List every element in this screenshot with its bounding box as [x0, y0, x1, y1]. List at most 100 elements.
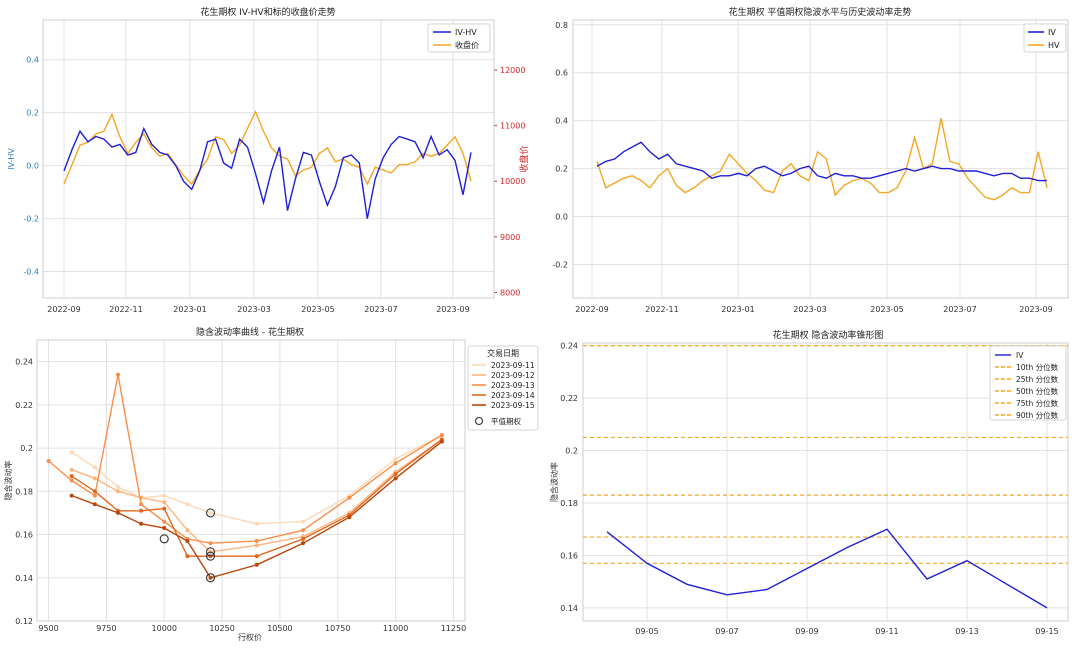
y-tick-label: 0.8 [555, 21, 568, 30]
legend-label: 75th 分位数 [1016, 398, 1059, 408]
x-tick-label: 9500 [38, 624, 58, 633]
x-tick-label: 10500 [267, 624, 292, 633]
smile-point [69, 493, 74, 498]
smile-point [139, 521, 144, 526]
chart-title: 花生期权 平值期权隐波水平与历史波动率走势 [729, 6, 912, 18]
smile-point [208, 510, 213, 515]
y2-tick-label: 9000 [500, 233, 520, 242]
smile-point [439, 439, 444, 444]
legend-box [1023, 23, 1067, 53]
smile-point [162, 519, 167, 524]
y-tick-label: 0.2 [565, 447, 578, 456]
smile-line-2023-09-13 [48, 374, 443, 544]
smile-point [69, 450, 74, 455]
x-tick-label: 09-13 [955, 627, 978, 636]
legend-label: 2023-09-12 [491, 371, 535, 380]
legend-label-hv: HV [1048, 41, 1060, 50]
smile-point [393, 472, 398, 477]
x-tick-label: 11000 [383, 624, 408, 633]
plot-frame [36, 339, 466, 622]
y2-tick-label: 12000 [500, 66, 525, 75]
smile-point [115, 484, 120, 489]
series-line-hv [596, 118, 1048, 201]
x-axis-label: 行权价 [238, 632, 262, 642]
y2-tick-label: 11000 [500, 122, 525, 131]
legend-label: 2023-09-11 [491, 361, 535, 370]
smile-point [115, 510, 120, 515]
plot-frame [572, 19, 1069, 299]
legend-label: IV [1016, 351, 1024, 360]
y-axis-label: 隐含波动率 [3, 461, 13, 501]
smile-point [393, 461, 398, 466]
x-tick-label: 2023-05 [870, 305, 903, 314]
legend-label: 90th 分位数 [1016, 410, 1059, 420]
chart-title: 隐含波动率曲线 - 花生期权 [196, 326, 304, 338]
y-tick-label: 0.4 [26, 56, 39, 65]
x-tick-label: 09-09 [795, 627, 818, 636]
y-axis-label: 隐含波动率 [549, 462, 559, 502]
x-tick-label: 2022-09 [47, 305, 80, 314]
atm-marker [205, 573, 216, 583]
y-tick-label: 0.6 [555, 69, 568, 78]
smile-line-2023-09-14 [71, 438, 443, 557]
x-tick-label: 2022-11 [645, 305, 678, 314]
x-tick-label: 09-15 [1035, 627, 1058, 636]
legend-label-iv-hv: IV-HV [455, 28, 477, 37]
y-tick-label: 0.24 [560, 342, 578, 351]
smile-line-2023-09-15 [71, 441, 443, 579]
x-tick-label: 09-07 [715, 627, 738, 636]
series-line-iv [596, 141, 1047, 182]
legend-label-atm: 平值期权 [491, 416, 521, 426]
legend-label-iv: IV [1048, 28, 1056, 37]
smile-line-2023-09-11 [71, 434, 443, 525]
smile-point [393, 476, 398, 481]
smile-point [162, 526, 167, 531]
x-tick-label: 2023-01 [721, 305, 754, 314]
smile-point [162, 500, 167, 505]
y-tick-label: -0.4 [23, 268, 39, 277]
atm-marker [159, 534, 169, 544]
smile-point [115, 372, 120, 377]
legend-label-close: 收盘价 [455, 40, 479, 50]
y-tick-label: 0.16 [15, 531, 33, 540]
y-tick-label: 0.18 [560, 499, 578, 508]
series-line-iv-hv [63, 126, 472, 219]
smile-point [208, 575, 213, 580]
smile-point [185, 554, 190, 559]
chart-title: 花生期权 隐含波动率锥形图 [773, 329, 884, 341]
smile-point [347, 495, 352, 500]
legend-box [467, 345, 539, 431]
plot-frame [582, 342, 1069, 622]
x-tick-label: 11250 [441, 624, 466, 633]
y-tick-label: 0.16 [560, 551, 578, 560]
smile-point [139, 508, 144, 513]
y2-tick-label: 10000 [500, 177, 525, 186]
y-tick-label: 0.0 [555, 213, 568, 222]
legend-label: 10th 分位数 [1016, 362, 1059, 372]
legend-label: 2023-09-14 [491, 391, 535, 400]
smile-point [185, 539, 190, 544]
smile-point [301, 519, 306, 524]
x-tick-label: 10750 [325, 624, 350, 633]
smile-point [301, 541, 306, 546]
y-tick-label: 0.0 [26, 162, 39, 171]
x-tick-label: 2023-07 [943, 305, 976, 314]
smile-point [92, 493, 97, 498]
y-axis-label: IV-HV [7, 148, 16, 170]
legend-label: 50th 分位数 [1016, 386, 1059, 396]
smile-point [254, 543, 259, 548]
smile-point [115, 489, 120, 494]
y-tick-label: 0.24 [15, 358, 33, 367]
smile-point [92, 476, 97, 481]
smile-point [92, 502, 97, 507]
smile-point [162, 493, 167, 498]
legend-title: 交易日期 [487, 348, 519, 358]
chart-iv-hv-trend: 2022-09 2022-11 2023-01 2023-03 2023-05 2023-… [552, 6, 1069, 314]
y-tick-label: 0.18 [15, 487, 33, 496]
x-tick-label: 9750 [96, 624, 116, 633]
smile-point [393, 456, 398, 461]
x-tick-label: 2022-11 [109, 305, 142, 314]
chart-iv-smile: 9500 9750 10000 10250 10500 10750 11000 11250 0.… [3, 326, 539, 642]
